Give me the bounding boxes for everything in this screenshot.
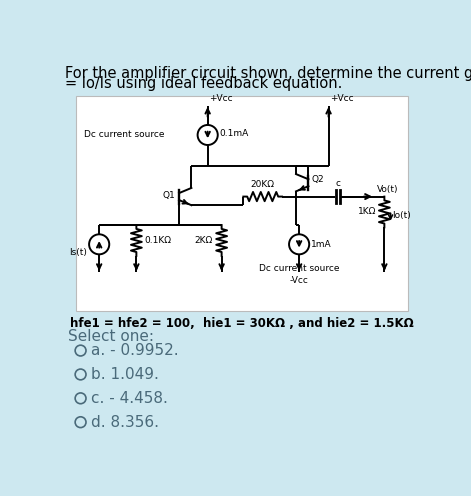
Text: +Vcc: +Vcc [209,94,233,103]
Text: Vo(t): Vo(t) [377,186,398,194]
Text: 1KΩ: 1KΩ [358,207,377,216]
Text: = Io/Is using ideal feedback equation.: = Io/Is using ideal feedback equation. [65,76,342,91]
Text: Q2: Q2 [311,175,324,184]
Text: 1mA: 1mA [311,240,332,249]
Text: -Vcc: -Vcc [290,276,309,285]
Text: Q1: Q1 [162,190,175,199]
Text: Io(t): Io(t) [392,211,411,220]
Text: hfe1 = hfe2 = 100,  hie1 = 30KΩ , and hie2 = 1.5KΩ: hfe1 = hfe2 = 100, hie1 = 30KΩ , and hie… [70,317,414,330]
Text: 0.1mA: 0.1mA [219,129,249,138]
Text: Is(t): Is(t) [69,248,87,257]
Text: b. 1.049.: b. 1.049. [91,367,159,382]
Text: Dc current source: Dc current source [259,263,340,273]
Text: c. - 4.458.: c. - 4.458. [91,391,168,406]
Text: c: c [335,179,341,188]
Text: Select one:: Select one: [68,329,154,344]
Text: 2KΩ: 2KΩ [194,236,212,245]
Text: d. 8.356.: d. 8.356. [91,415,159,430]
Text: a. - 0.9952.: a. - 0.9952. [91,343,179,358]
Text: 0.1KΩ: 0.1KΩ [144,236,171,245]
Text: 20KΩ: 20KΩ [251,180,275,189]
FancyBboxPatch shape [76,97,407,310]
Text: +Vcc: +Vcc [330,94,354,103]
Text: For the amplifier circuit shown, determine the current gain Ai: For the amplifier circuit shown, determi… [65,65,471,81]
Text: Dc current source: Dc current source [84,130,164,139]
